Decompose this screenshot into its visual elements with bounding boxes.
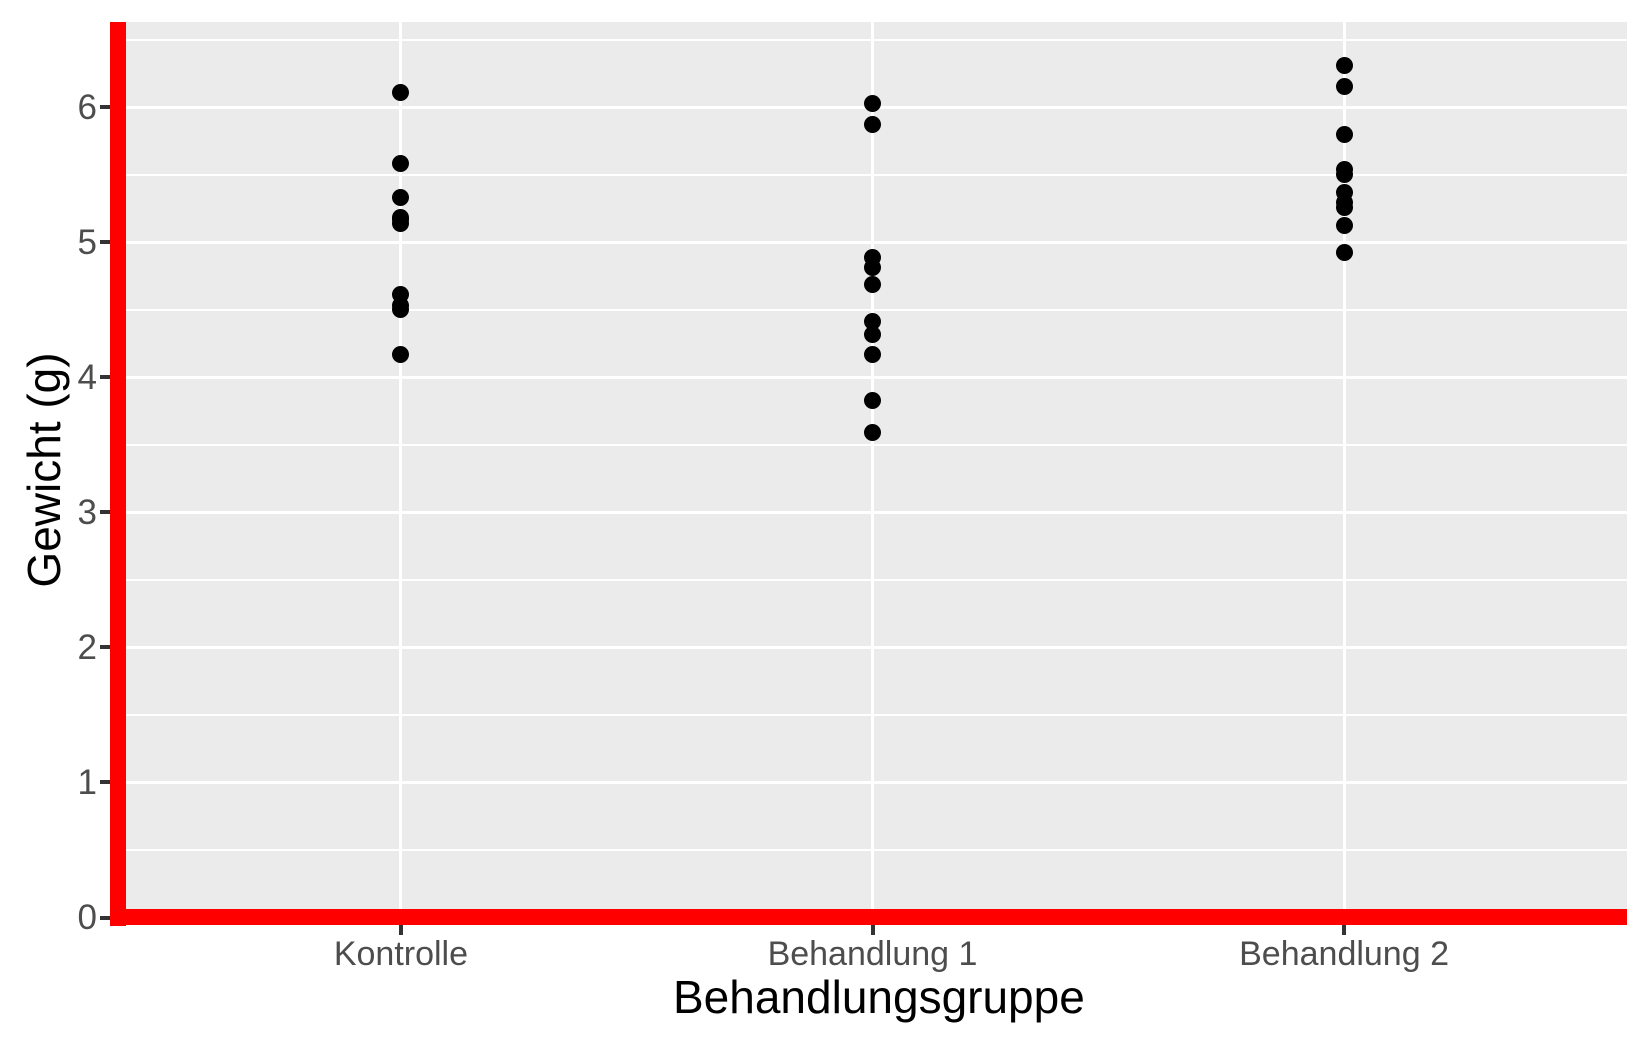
x-tick-label: Kontrolle [333,935,469,973]
y-tick-mark [100,645,110,650]
y-tick-mark [100,240,110,245]
data-point [392,83,410,101]
data-point [392,214,410,232]
y-tick-label: 3 [77,492,97,532]
data-point [864,325,881,343]
data-point [864,345,881,363]
y-tick-mark [100,375,110,380]
x-axis-title: Behandlungsgruppe [673,971,1085,1023]
data-point [1335,125,1353,143]
data-point [864,391,881,409]
data-point [864,248,881,266]
y-tick-label: 6 [77,87,97,127]
x-tick-mark [1342,925,1347,935]
y-tick-mark [100,105,110,110]
data-point [1335,244,1353,262]
data-point [864,94,881,112]
y-tick-mark [100,510,110,515]
data-point [1335,166,1353,184]
data-point [392,345,410,363]
y-tick-mark [100,780,110,785]
data-point [864,275,881,293]
x-tick-label: Behandlung 2 [1239,935,1449,973]
data-point [864,116,881,134]
y-tick-mark [100,915,110,920]
y-tick-label: 0 [77,898,97,937]
y-tick-label: 1 [77,762,97,802]
y-axis-title: Gewicht (g) [18,352,70,587]
category-gridline [871,22,874,917]
data-point [1335,56,1353,74]
y-tick-label: 4 [77,357,97,397]
y-axis-line [110,22,126,926]
data-point [1335,78,1353,96]
y-axis-title-text: Gewicht (g) [18,352,70,588]
data-point [392,297,410,315]
x-tick-mark [870,925,875,935]
data-point [392,189,410,207]
y-tick-label: 2 [77,627,97,667]
x-tick-mark [398,925,403,935]
category-gridline [399,22,403,917]
data-point [392,155,410,173]
data-point [864,424,881,442]
y-tick-label: 5 [77,222,97,262]
x-tick-label: Behandlung 1 [767,935,978,973]
data-point [1335,217,1353,235]
x-axis-line [110,909,1627,925]
category-gridline [1342,22,1346,917]
data-point [1335,198,1353,216]
plot-panel [118,22,1627,917]
